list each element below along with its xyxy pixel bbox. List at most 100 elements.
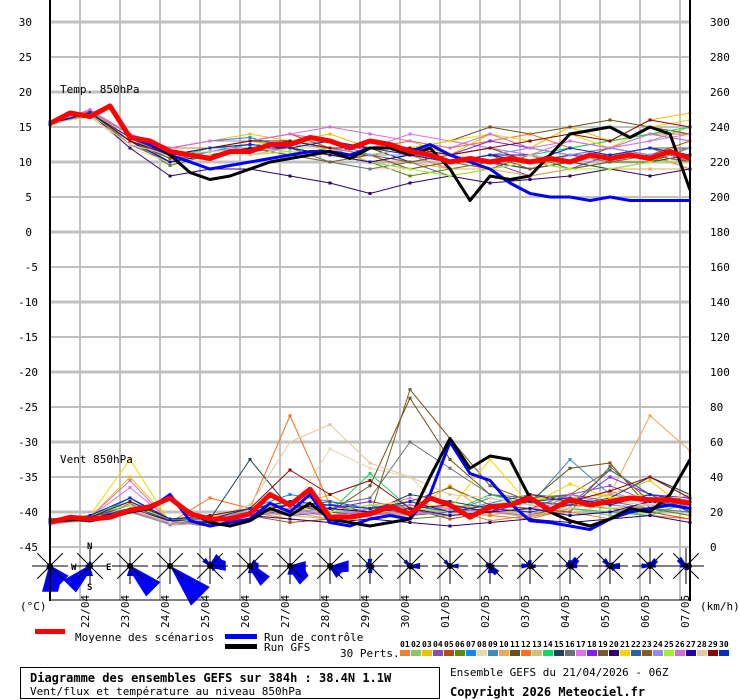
wind-pert-29-point — [648, 475, 652, 479]
temp-right-tick-label: 260 — [710, 86, 730, 99]
wind-pert-12-point — [288, 414, 292, 418]
wind-rose-petals — [42, 565, 69, 592]
pert-legend-id: 11 — [510, 640, 520, 649]
temp-pert-30-point — [88, 111, 92, 115]
wind-pert-28-point — [168, 521, 172, 524]
pert-legend-id: 27 — [686, 640, 696, 649]
temp-tick-label: 5 — [25, 191, 32, 204]
temp-pert-25-point — [408, 167, 412, 171]
temp-panel-label: Temp. 850hPa — [60, 83, 139, 96]
pert-legend-swatch — [411, 650, 421, 656]
pert-legend-id: 21 — [620, 640, 630, 649]
pert-legend-swatch — [422, 650, 432, 656]
temp-pert-27-point — [368, 160, 372, 164]
temp-pert-26-point — [368, 132, 372, 136]
pert-legend-swatch — [620, 650, 630, 656]
temp-pert-30-point — [488, 153, 492, 157]
wind-pert-21-point — [488, 458, 492, 461]
pert-legend-id: 22 — [631, 640, 641, 649]
pert-legend-swatch — [719, 650, 729, 656]
temp-pert-26-point — [208, 139, 212, 143]
wind-pert-28-point — [288, 440, 292, 444]
wind-pert-11-point — [368, 484, 372, 488]
wind-rose-petals — [126, 564, 161, 597]
wind-pert-22-point — [328, 500, 332, 503]
pert-legend-swatch — [455, 650, 465, 656]
wind-pert-30-point — [368, 507, 372, 510]
wind-pert-21-point — [128, 458, 132, 461]
temp-right-tick-label: 200 — [710, 191, 730, 204]
pert-legend-swatch — [587, 650, 597, 656]
wind-pert-21-point — [568, 482, 572, 486]
date-tick-label: 29/04 — [359, 595, 372, 628]
pert-legend-swatch — [543, 650, 553, 656]
temp-pert-20-point — [648, 174, 652, 178]
temp-pert-30-point — [248, 143, 252, 146]
temp-pert-17-point — [648, 139, 652, 143]
pert-legend-id: 25 — [664, 640, 674, 649]
temp-pert-29-point — [328, 146, 332, 150]
temp-pert-29-point — [488, 146, 492, 150]
temp-tick-label: 30 — [19, 16, 32, 29]
wind-pert-01-point — [488, 519, 492, 523]
date-tick-label: 26/04 — [239, 595, 252, 628]
wind-right-tick-label: 140 — [710, 296, 730, 309]
wind-pert-11-point — [448, 458, 452, 461]
wind-pert-15-point — [448, 500, 452, 503]
temp-pert-11-point — [568, 125, 572, 129]
wind-pert-30-point — [408, 500, 412, 503]
wind-rose — [63, 548, 108, 593]
temp-right-tick-label: 220 — [710, 156, 730, 169]
wind-pert-20-point — [488, 521, 492, 524]
wind-pert-17-point — [408, 496, 412, 500]
temp-pert-26-point — [568, 139, 572, 143]
pert-legend-swatch — [466, 650, 476, 656]
temp-pert-29-point — [248, 139, 252, 143]
wind-mean-line — [49, 486, 691, 525]
wind-rose — [668, 548, 704, 584]
date-tick-label: 03/05 — [519, 595, 532, 628]
temp-pert-28-point — [128, 143, 132, 146]
temp-pert-29-point — [128, 139, 132, 143]
temp-pert-29-point — [528, 139, 532, 143]
wind-pert-04-point — [608, 484, 612, 488]
temp-pert-20-point — [528, 178, 532, 181]
wind-tick-label: -30 — [18, 436, 38, 449]
temp-pert-07-point — [248, 136, 252, 139]
temp-pert-25-point — [288, 150, 292, 153]
temp-tick-label: 10 — [19, 156, 32, 169]
wind-pert-25-point — [328, 510, 332, 514]
wind-rose — [112, 548, 161, 597]
temp-pert-26-point — [648, 132, 652, 136]
wind-tick-label: -20 — [18, 366, 38, 379]
wind-right-tick-label: 160 — [710, 261, 730, 274]
wind-pert-12-point — [208, 496, 212, 500]
wind-pert-15-point — [408, 493, 412, 496]
pert-legend-id: 26 — [675, 640, 685, 649]
wind-pert-05-point — [288, 521, 292, 524]
pert-legend-swatch — [664, 650, 674, 656]
temp-pert-23-point — [168, 157, 172, 160]
temp-right-tick-label: 280 — [710, 51, 730, 64]
wind-pert-26-point — [288, 507, 292, 510]
wind-pert-26-point — [408, 503, 412, 507]
pert-legend-swatch — [565, 650, 575, 656]
wind-pert-28-point — [408, 475, 412, 479]
temp-pert-03-point — [328, 132, 332, 136]
pert-legend-swatch — [433, 650, 443, 656]
wind-right-tick-label: 80 — [710, 401, 723, 414]
temp-pert-26-point — [528, 146, 532, 150]
legend-control-label: Run de contrôle — [264, 631, 363, 644]
wind-pert-11-point — [608, 461, 612, 465]
temp-pert-20-point — [288, 174, 292, 178]
right-axis-unit: (km/h) — [700, 600, 740, 613]
date-tick-label: 05/05 — [599, 595, 612, 628]
wind-pert-20-point — [288, 517, 292, 521]
date-tick-label: 30/04 — [399, 595, 412, 628]
temp-pert-24-point — [568, 153, 572, 157]
temp-pert-29-point — [288, 139, 292, 143]
wind-tick-label: -15 — [18, 331, 38, 344]
wind-pert-30-point — [128, 496, 132, 500]
compass-s: S — [87, 583, 92, 593]
temp-right-tick-label: 240 — [710, 121, 730, 134]
